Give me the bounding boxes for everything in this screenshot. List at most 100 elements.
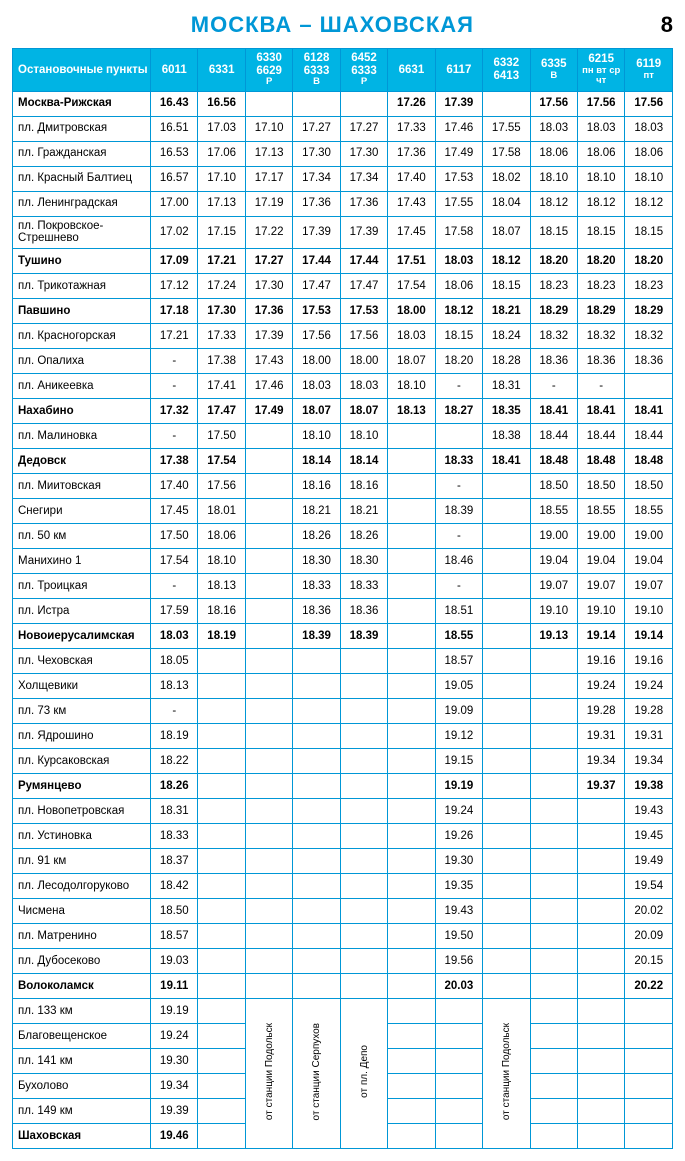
time-cell <box>245 799 292 824</box>
time-cell <box>530 824 577 849</box>
time-cell: 17.53 <box>293 299 340 324</box>
time-cell: 18.12 <box>530 191 577 216</box>
table-row: Румянцево18.2619.1919.3719.38 <box>13 774 673 799</box>
time-cell <box>435 1074 482 1099</box>
time-cell: от пл. Депо <box>340 999 387 1149</box>
time-cell <box>577 874 624 899</box>
time-cell: 17.56 <box>530 91 577 116</box>
time-cell: 18.36 <box>340 599 387 624</box>
time-cell: 17.34 <box>340 166 387 191</box>
time-cell <box>293 674 340 699</box>
time-cell: 17.10 <box>245 116 292 141</box>
time-cell: 18.29 <box>530 299 577 324</box>
time-cell <box>483 499 530 524</box>
stop-name: пл. Опалиха <box>13 349 151 374</box>
time-cell <box>530 699 577 724</box>
time-cell: 17.55 <box>483 116 530 141</box>
time-cell: 18.20 <box>435 349 482 374</box>
time-cell: 17.40 <box>388 166 435 191</box>
time-cell <box>388 574 435 599</box>
time-cell: 17.44 <box>340 249 387 274</box>
time-cell: 17.19 <box>245 191 292 216</box>
time-cell <box>245 849 292 874</box>
time-cell: 17.09 <box>151 249 198 274</box>
time-cell: 18.03 <box>340 374 387 399</box>
time-cell: от станции Подольск <box>483 999 530 1149</box>
time-cell: 18.03 <box>577 116 624 141</box>
time-cell: 17.36 <box>293 191 340 216</box>
time-cell <box>435 1049 482 1074</box>
time-cell: - <box>435 374 482 399</box>
table-row: пл. Троицкая-18.1318.3318.33-19.0719.071… <box>13 574 673 599</box>
time-cell: 18.00 <box>388 299 435 324</box>
time-cell: 17.21 <box>151 324 198 349</box>
time-cell: 19.28 <box>625 699 673 724</box>
train-number: 6332 6413 <box>485 57 527 82</box>
time-cell <box>388 849 435 874</box>
time-cell <box>340 799 387 824</box>
time-cell: 18.21 <box>340 499 387 524</box>
time-cell: 18.15 <box>435 324 482 349</box>
time-cell <box>483 749 530 774</box>
time-cell: 17.59 <box>151 599 198 624</box>
time-cell: 18.00 <box>293 349 340 374</box>
time-cell <box>388 1049 435 1074</box>
time-cell <box>340 824 387 849</box>
time-cell: 19.10 <box>530 599 577 624</box>
time-cell: 17.30 <box>198 299 245 324</box>
time-cell: 18.46 <box>435 549 482 574</box>
time-cell: 17.38 <box>151 449 198 474</box>
time-cell <box>340 874 387 899</box>
time-cell: 17.58 <box>435 216 482 248</box>
time-cell <box>245 549 292 574</box>
stop-name: Нахабино <box>13 399 151 424</box>
time-cell: 19.05 <box>435 674 482 699</box>
time-cell <box>198 774 245 799</box>
time-cell <box>530 1024 577 1049</box>
time-cell: 19.30 <box>435 849 482 874</box>
time-cell: 19.19 <box>151 999 198 1024</box>
train-note: В <box>533 71 575 81</box>
time-cell: 17.13 <box>198 191 245 216</box>
time-cell <box>245 474 292 499</box>
time-cell: 18.03 <box>530 116 577 141</box>
time-cell <box>293 699 340 724</box>
time-cell: 18.29 <box>625 299 673 324</box>
time-cell: 17.24 <box>198 274 245 299</box>
time-cell: 18.22 <box>151 749 198 774</box>
time-cell <box>293 774 340 799</box>
time-cell <box>530 924 577 949</box>
time-cell: 18.12 <box>625 191 673 216</box>
time-cell <box>388 624 435 649</box>
time-cell: 18.38 <box>483 424 530 449</box>
time-cell: 17.21 <box>198 249 245 274</box>
time-cell <box>340 974 387 999</box>
stop-name: Румянцево <box>13 774 151 799</box>
table-row: пл. 73 км-19.0919.2819.28 <box>13 699 673 724</box>
time-cell <box>577 999 624 1024</box>
time-cell: 19.13 <box>530 624 577 649</box>
table-row: пл. Трикотажная17.1217.2417.3017.4717.47… <box>13 274 673 299</box>
time-cell: 17.56 <box>577 91 624 116</box>
time-cell: 17.36 <box>340 191 387 216</box>
train-note: пн вт ср чт <box>580 66 622 87</box>
time-cell: 17.56 <box>293 324 340 349</box>
stop-name: пл. Трикотажная <box>13 274 151 299</box>
time-cell <box>340 774 387 799</box>
time-cell: 19.10 <box>577 599 624 624</box>
time-cell <box>530 1124 577 1149</box>
title-row: МОСКВА – ШАХОВСКАЯ 8 <box>12 12 673 38</box>
time-cell: - <box>151 574 198 599</box>
time-cell: 18.55 <box>530 499 577 524</box>
train-header: 6117 <box>435 49 482 92</box>
time-cell: 19.24 <box>435 799 482 824</box>
time-cell <box>245 499 292 524</box>
time-cell <box>388 1099 435 1124</box>
train-header: 6119пт <box>625 49 673 92</box>
time-cell: 20.22 <box>625 974 673 999</box>
time-cell: 16.51 <box>151 116 198 141</box>
table-row: Дедовск17.3817.5418.1418.1418.3318.4118.… <box>13 449 673 474</box>
time-cell: 19.24 <box>151 1024 198 1049</box>
time-cell <box>577 1099 624 1124</box>
time-cell: 18.15 <box>483 274 530 299</box>
